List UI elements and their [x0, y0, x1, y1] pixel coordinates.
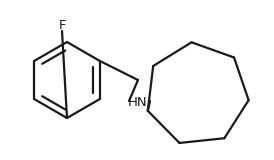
Text: HN: HN	[128, 96, 148, 108]
Text: F: F	[58, 19, 66, 32]
